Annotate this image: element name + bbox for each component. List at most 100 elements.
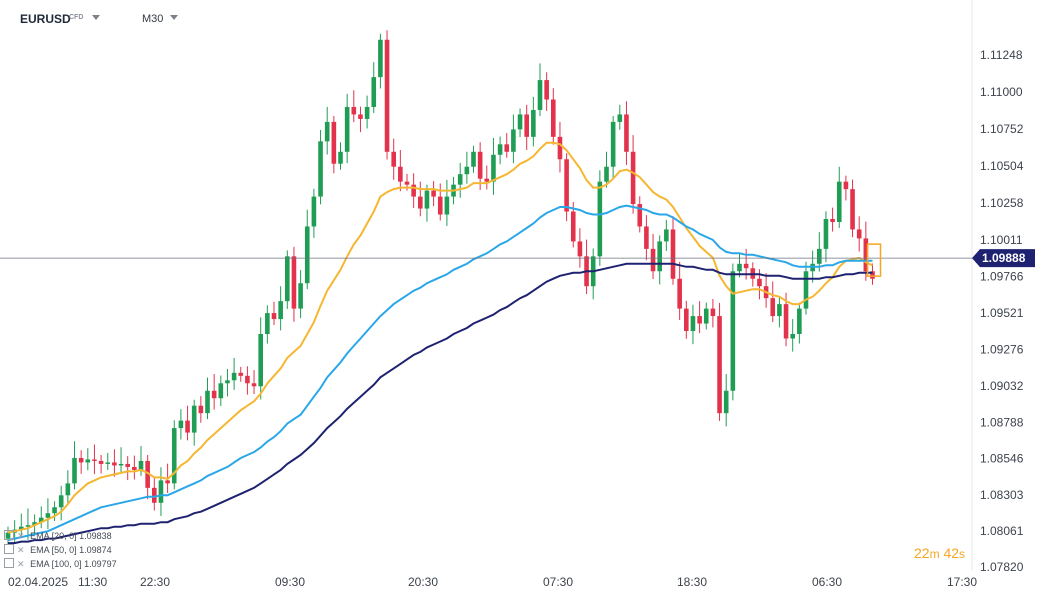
candle-body xyxy=(112,462,117,466)
x-tick-label: 06:30 xyxy=(812,575,842,589)
candle-body xyxy=(617,114,623,122)
candle-body xyxy=(710,308,716,317)
y-tick-label: 1.10258 xyxy=(980,196,1024,210)
legend-ema-100[interactable]: ✕ EMA [100, 0] 1.09797 xyxy=(4,558,117,571)
candle-body xyxy=(65,483,71,496)
candle-body xyxy=(870,271,875,279)
close-icon[interactable]: ✕ xyxy=(17,545,25,555)
candle-body xyxy=(783,304,789,339)
candle-body xyxy=(245,375,250,384)
candle-body xyxy=(444,196,450,215)
candle-body xyxy=(92,459,97,461)
candle-body xyxy=(650,248,656,272)
candle-body xyxy=(298,283,303,309)
candle-body xyxy=(398,166,403,182)
candle-body xyxy=(125,463,130,467)
candle-body xyxy=(191,405,197,433)
candle-body xyxy=(25,525,31,527)
candle-body xyxy=(564,159,569,212)
candle-body xyxy=(138,460,144,470)
y-tick-label: 1.07820 xyxy=(980,560,1024,574)
candle-body xyxy=(311,196,317,227)
candle-body xyxy=(737,263,742,272)
y-tick-label: 1.10011 xyxy=(980,233,1023,247)
legend-ema-50[interactable]: ✕ EMA [50, 0] 1.09874 xyxy=(4,544,112,557)
timeframe-selector[interactable]: M30 xyxy=(142,13,164,25)
candle-body xyxy=(225,380,230,384)
candle-body xyxy=(657,241,662,272)
x-tick-label: 09:30 xyxy=(275,575,305,589)
legend-ema-20[interactable]: ✕ EMA [20, 0] 1.09838 xyxy=(4,530,112,543)
candle-body xyxy=(511,129,516,152)
candle-body xyxy=(344,106,350,152)
candle-body xyxy=(52,507,57,514)
current-price-tag xyxy=(972,249,1035,268)
candle-body xyxy=(790,334,795,339)
candle-body xyxy=(78,457,84,463)
candle-body xyxy=(637,204,643,227)
candle-body xyxy=(351,106,357,115)
candle-body xyxy=(757,278,762,287)
x-tick-label: 22:30 xyxy=(140,575,170,589)
candle-body xyxy=(624,114,629,152)
candle-body xyxy=(570,211,576,242)
candle-body xyxy=(684,308,689,332)
candle-body xyxy=(178,420,184,429)
candle-body xyxy=(285,256,290,302)
candle-body xyxy=(118,463,124,466)
y-tick-label: 1.08788 xyxy=(980,415,1024,429)
candle-body xyxy=(378,39,383,78)
candle-body xyxy=(664,229,669,242)
candle-body xyxy=(497,144,503,155)
settings-icon[interactable] xyxy=(4,530,14,540)
candle-body xyxy=(843,181,849,190)
candle-body xyxy=(38,517,44,523)
candle-body xyxy=(358,114,363,119)
candle-body xyxy=(743,263,749,269)
x-axis-ticks: 02.04.2025 11:30 22:30 09:30 20:30 07:30 18:3… xyxy=(8,575,977,589)
symbol-dropdown-icon[interactable] xyxy=(92,15,100,20)
candle-body xyxy=(644,226,649,249)
candle-body xyxy=(491,154,496,182)
close-icon[interactable]: ✕ xyxy=(17,559,25,569)
candle-body xyxy=(597,181,603,257)
candle-body xyxy=(218,383,224,399)
candle-body xyxy=(384,39,390,152)
candle-body xyxy=(677,278,682,309)
candle-body xyxy=(544,80,549,100)
candle-body xyxy=(424,190,430,209)
last-candle-highlight xyxy=(866,243,882,277)
candle-body xyxy=(45,513,51,518)
symbol-name[interactable]: EURUSD xyxy=(20,12,71,26)
candle-body xyxy=(5,532,11,539)
candle-body xyxy=(517,114,523,130)
candle-body xyxy=(690,316,696,332)
candle-body xyxy=(524,114,529,137)
candle-body xyxy=(830,218,835,222)
y-tick-label: 1.10504 xyxy=(980,159,1024,173)
close-icon[interactable]: ✕ xyxy=(17,531,25,541)
candle-body xyxy=(464,166,470,175)
candle-body xyxy=(531,109,536,137)
candles xyxy=(5,30,875,545)
candle-body xyxy=(703,308,709,324)
candle-body xyxy=(604,166,609,182)
candle-body xyxy=(803,271,809,309)
candle-body xyxy=(850,189,855,230)
candle-body xyxy=(437,196,443,215)
candle-body xyxy=(19,526,24,530)
candle-body xyxy=(85,459,91,463)
timeframe-dropdown-icon[interactable] xyxy=(170,15,178,20)
candle-body xyxy=(72,457,77,484)
settings-icon[interactable] xyxy=(4,558,14,568)
candle-body xyxy=(471,151,476,167)
candle-body xyxy=(557,136,563,160)
y-tick-label: 1.09766 xyxy=(980,269,1024,283)
candle-body xyxy=(238,372,244,376)
candle-body xyxy=(723,390,729,414)
candle-body xyxy=(331,121,337,164)
candle-body xyxy=(364,106,370,119)
candle-body xyxy=(823,218,829,249)
settings-icon[interactable] xyxy=(4,544,14,554)
